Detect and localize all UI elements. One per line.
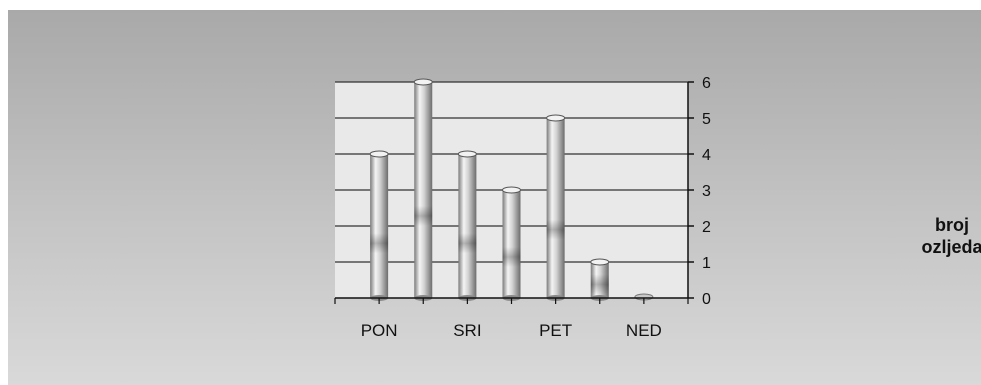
bar-cap <box>546 114 566 122</box>
bar-body <box>502 190 521 298</box>
x-tick-label: PON <box>361 321 398 340</box>
bar-body <box>546 118 565 298</box>
bar-PET <box>546 114 566 301</box>
y-tick-labels: 0 1 2 3 4 5 6 <box>702 75 711 308</box>
y-tick-label: 6 <box>702 75 711 92</box>
bars <box>369 78 654 301</box>
legend-line-1: broj <box>935 215 969 235</box>
x-tick-label: NED <box>626 321 662 340</box>
y-tick-label: 5 <box>702 111 711 128</box>
y-tick-label: 3 <box>702 183 711 200</box>
legend-line-2: ozljeda <box>921 237 981 257</box>
x-tick-label: PET <box>539 321 572 340</box>
bar-SRI <box>457 150 477 301</box>
legend: broj ozljeda <box>921 215 981 257</box>
bar-cap <box>502 186 521 194</box>
bar-cap <box>457 150 477 158</box>
bar-ČET <box>502 186 521 301</box>
y-tick-label: 0 <box>702 291 711 308</box>
bar-cap <box>590 258 610 266</box>
bar-shade <box>414 205 433 226</box>
chart-area: 0 1 2 3 4 5 6 PON SRI PET NED broj ozljeda <box>8 10 981 385</box>
bar-PON <box>369 150 389 301</box>
bar-body <box>458 154 477 298</box>
y-tick-label: 4 <box>702 147 711 164</box>
bar-cap <box>413 78 433 86</box>
x-tick-labels: PON SRI PET NED <box>361 321 662 340</box>
bar-shade <box>546 219 565 240</box>
bar-body <box>414 82 433 298</box>
bar-cap <box>369 150 389 158</box>
bar-UTO <box>413 78 433 301</box>
bar-SUB <box>590 258 610 301</box>
y-tick-label: 2 <box>702 219 711 236</box>
bar-shade <box>370 233 389 254</box>
bar-shade <box>590 274 609 295</box>
bar-body <box>370 154 389 298</box>
bar-shade <box>502 246 521 267</box>
x-tick-label: SRI <box>453 321 481 340</box>
bar-chart: 0 1 2 3 4 5 6 PON SRI PET NED broj ozljeda <box>334 75 981 340</box>
bar-shade <box>458 233 477 254</box>
axes <box>334 81 694 304</box>
y-tick-label: 1 <box>702 255 711 272</box>
